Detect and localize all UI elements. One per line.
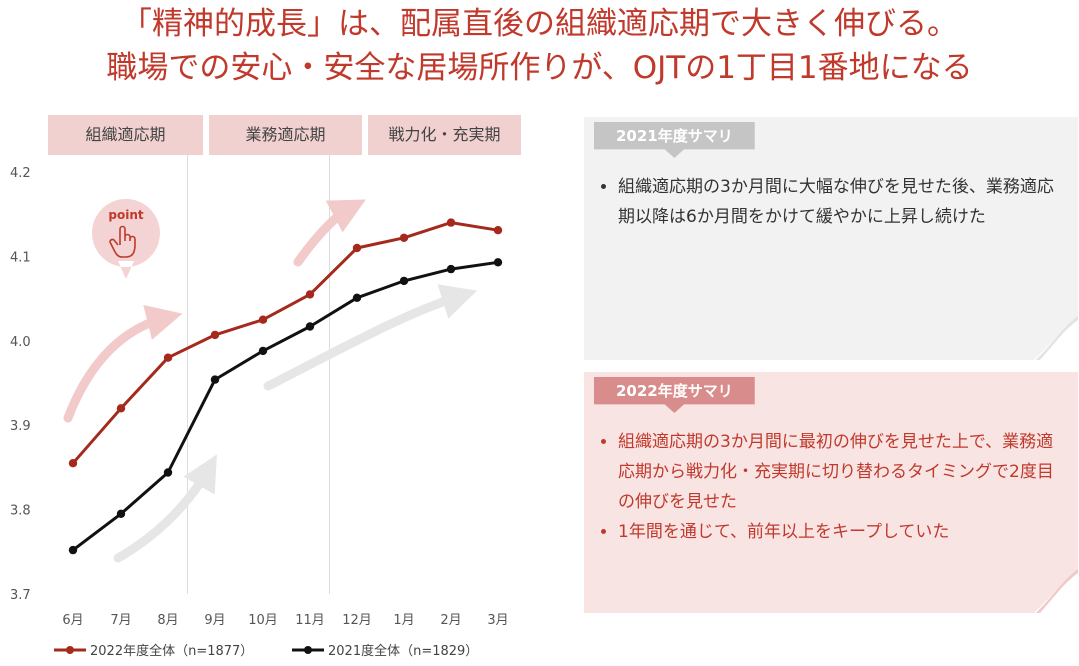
summary-tab-2021: 2021年度サマリ — [594, 122, 755, 158]
y-tick-label: 4.0 — [10, 335, 31, 350]
summary-bullet: 1年間を通じて、前年以上をキープしていた — [618, 517, 1060, 547]
point-badge-bubble — [91, 199, 160, 279]
phase-label-org-adaptation: 組織適応期 — [48, 115, 203, 155]
series-line-2022 — [71, 221, 499, 465]
pointing-hand-icon — [109, 225, 136, 258]
summary-bullet: 組織適応期の3か月間に大幅な伸びを見せた後、業務適応期以降は6か月間をかけて緩や… — [618, 172, 1060, 232]
trend-arrow-decoration — [293, 199, 366, 267]
data-point-2022 — [258, 315, 268, 324]
trend-arrow-decoration — [63, 304, 183, 423]
point-badge-label: point — [108, 208, 143, 222]
y-tick-label: 4.1 — [10, 250, 31, 265]
summary-list-2021: 組織適応期の3か月間に大幅な伸びを見せた後、業務適応期以降は6か月間をかけて緩や… — [594, 172, 1060, 232]
y-tick-label: 3.8 — [10, 504, 31, 519]
data-point-2022 — [446, 218, 456, 227]
legend-label-2021: 2021度全体（n=1829） — [328, 644, 479, 659]
data-point-2021 — [163, 468, 173, 477]
data-point-2021 — [352, 293, 362, 302]
x-tick-label: 1月 — [393, 613, 414, 628]
summary-bullet: 組織適応期の3か月間に最初の伸びを見せた上で、業務適応期から戦力化・充実期に切り… — [618, 427, 1060, 517]
line-chart: 4.2 4.1 4.0 3.9 3.8 3.7 6月 7月 8月 9月 10月 11月 12月 1月 2月 3… — [10, 155, 509, 628]
data-point-2022 — [399, 233, 409, 242]
data-point-2021 — [210, 375, 220, 384]
y-tick-label: 3.7 — [10, 588, 31, 603]
data-point-2021 — [258, 346, 268, 356]
data-point-2022 — [493, 226, 503, 235]
x-tick-label: 6月 — [62, 613, 83, 628]
y-tick-label: 3.9 — [10, 419, 31, 434]
data-point-2022 — [163, 353, 173, 362]
legend-label-2022: 2022年度全体（n=1877） — [90, 644, 254, 659]
page-title-line-1: 「精神的成長」は、配属直後の組織適応期で大きく伸びる。 — [121, 6, 958, 42]
x-tick-label: 2月 — [440, 613, 461, 628]
trend-arrow-decoration — [263, 284, 478, 391]
legend-item-2021: 2021度全体（n=1829） — [290, 640, 478, 659]
data-point-2021 — [116, 509, 126, 518]
page-title-line-2: 職場での安心・安全な居場所作りが、OJTの1丁目1番地になる — [106, 50, 973, 86]
summary-card-2022: 2022年度サマリ 組織適応期の3か月間に最初の伸びを見せた上で、業務適応期から… — [584, 372, 1078, 613]
data-point-2022 — [352, 243, 362, 253]
page-curl-decoration — [1034, 569, 1078, 613]
trend-arrow-decoration — [113, 454, 217, 563]
legend-item-2022: 2022年度全体（n=1877） — [52, 640, 253, 659]
x-tick-label: 9月 — [204, 613, 225, 628]
phase-label-contribution: 戦力化・充実期 — [368, 115, 521, 155]
x-tick-label: 8月 — [157, 613, 178, 628]
data-point-2021 — [305, 322, 315, 331]
data-point-2021 — [446, 264, 456, 274]
summary-card-2021: 2021年度サマリ 組織適応期の3か月間に大幅な伸びを見せた後、業務適応期以降は… — [584, 117, 1078, 360]
summary-list-2022: 組織適応期の3か月間に最初の伸びを見せた上で、業務適応期から戦力化・充実期に切り… — [594, 427, 1060, 547]
series-line-2021 — [72, 260, 499, 552]
x-tick-label: 12月 — [342, 613, 372, 628]
data-point-2021 — [68, 545, 78, 555]
x-tick-label: 11月 — [295, 613, 325, 628]
x-tick-label: 10月 — [248, 613, 278, 628]
x-tick-label: 7月 — [110, 613, 131, 628]
data-point-2022 — [305, 290, 315, 299]
summary-tab-2022: 2022年度サマリ — [594, 377, 755, 413]
x-tick-label: 3月 — [487, 613, 508, 628]
point-badge: point — [88, 195, 164, 285]
data-point-2022 — [116, 404, 126, 413]
page-curl-decoration — [1034, 316, 1078, 360]
phase-label-work-adaptation: 業務適応期 — [209, 115, 362, 155]
data-point-2022 — [68, 459, 78, 468]
data-point-2021 — [493, 258, 503, 267]
data-point-2022 — [210, 330, 220, 340]
y-tick-label: 4.2 — [10, 166, 31, 181]
data-point-2021 — [399, 276, 409, 286]
